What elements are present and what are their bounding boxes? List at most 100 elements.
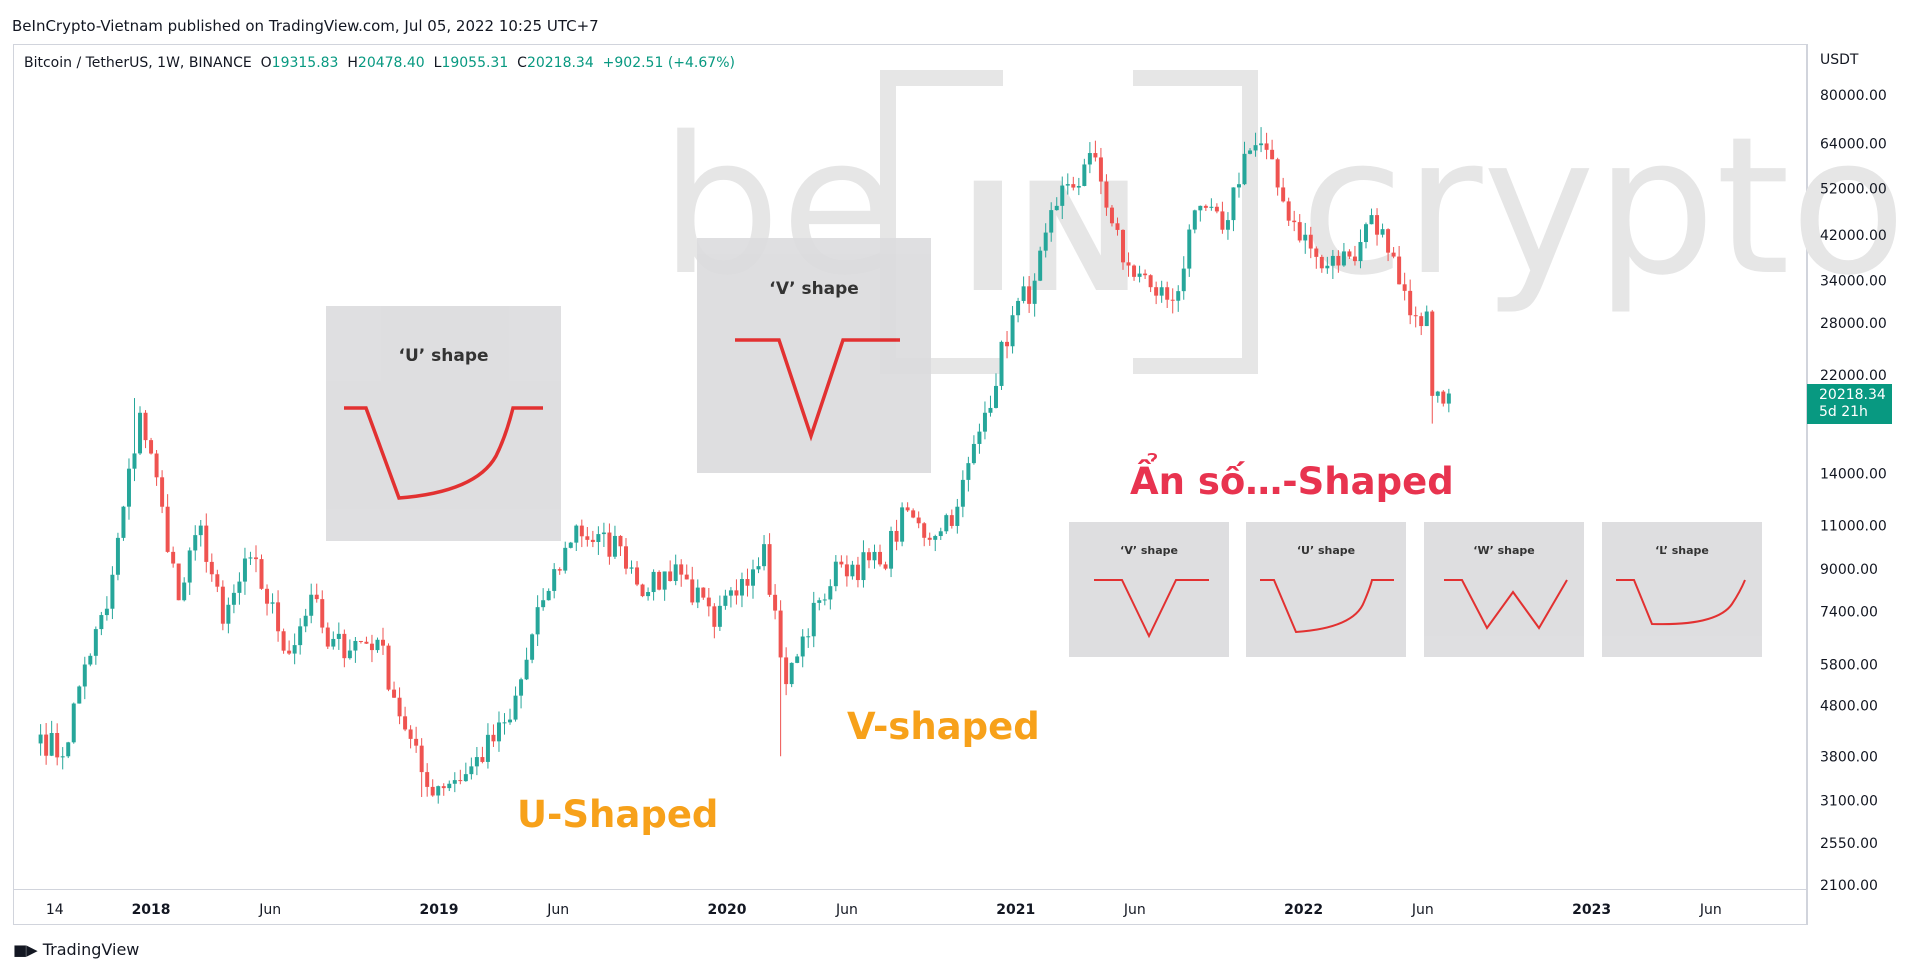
- candle-body: [303, 615, 308, 627]
- candle-body: [1076, 185, 1081, 188]
- y-tick-label: 3800.00: [1820, 749, 1878, 765]
- candle-body: [1027, 286, 1032, 304]
- candle-body: [397, 697, 402, 717]
- candle-body: [381, 639, 385, 646]
- unknown-shaped-label: Ẩn số…-Shaped: [1130, 460, 1454, 503]
- currency-label: USDT: [1820, 52, 1859, 68]
- candle-body: [325, 627, 330, 647]
- candle-body: [684, 574, 689, 580]
- x-tick-label: Jun: [546, 902, 569, 918]
- candle-body: [126, 468, 131, 507]
- small-v-curve: [1094, 579, 1209, 639]
- candle-body: [955, 506, 960, 526]
- candle-body: [441, 786, 446, 789]
- candle-body: [314, 594, 319, 600]
- candle-body: [1391, 252, 1396, 257]
- candle-body: [822, 599, 827, 601]
- symbol-label[interactable]: Bitcoin / TetherUS, 1W, BINANCE: [24, 55, 252, 71]
- candle-body: [287, 650, 292, 654]
- candle-body: [1143, 273, 1148, 276]
- candle-body: [480, 757, 485, 762]
- u-inset-title: ‘U’ shape: [398, 346, 489, 366]
- small-insets: ‘V’ shape ‘U’ shape ‘W’ shape ‘L’ shape: [1069, 522, 1762, 657]
- watermark-bracket-left: [880, 70, 1003, 374]
- candle-body: [104, 608, 109, 616]
- candle-body: [530, 634, 535, 660]
- candle-body: [474, 757, 479, 767]
- candle-body: [49, 733, 54, 756]
- candle-body: [795, 656, 800, 663]
- candle-body: [911, 510, 916, 518]
- candle-body: [469, 766, 474, 775]
- x-tick-label: Jun: [1411, 902, 1434, 918]
- x-tick-label: Jun: [1699, 902, 1722, 918]
- candle-body: [552, 569, 557, 591]
- candle-body: [138, 412, 143, 454]
- candle-body: [193, 535, 198, 551]
- candle-body: [386, 645, 391, 690]
- candle-body: [369, 643, 374, 651]
- u-shape-curve: [344, 406, 543, 500]
- candle-body: [1297, 222, 1302, 241]
- candle-body: [1386, 229, 1391, 253]
- candle-body: [353, 640, 358, 651]
- candle-body: [607, 532, 612, 557]
- candle-body: [1132, 265, 1137, 277]
- candle-body: [916, 517, 921, 524]
- x-tick-label: Jun: [258, 902, 281, 918]
- candle-body: [723, 595, 728, 606]
- candle-body: [496, 722, 501, 742]
- candle-body: [806, 636, 811, 638]
- candle-body: [1187, 229, 1192, 269]
- x-tick-label: 14: [46, 902, 64, 918]
- time-axis-separator: [13, 889, 1807, 890]
- candle-body: [447, 783, 452, 789]
- y-tick-label: 34000.00: [1820, 274, 1887, 290]
- candle-body: [1419, 316, 1424, 327]
- change-value: +902.51 (+4.67%): [602, 55, 735, 71]
- candle-body: [1242, 153, 1247, 185]
- candle-body: [657, 571, 662, 590]
- candle-body: [309, 594, 314, 616]
- candle-body: [1121, 229, 1125, 263]
- candle-body: [77, 686, 82, 704]
- candle-body: [259, 559, 264, 589]
- candle-body: [701, 587, 706, 598]
- candle-body: [425, 772, 430, 787]
- candle-body: [828, 586, 833, 600]
- candle-body: [281, 631, 286, 651]
- candle-body: [673, 564, 678, 582]
- x-tick-label: Jun: [1123, 902, 1146, 918]
- candle-body: [1170, 299, 1175, 301]
- candle-body: [679, 564, 684, 575]
- candle-body: [1181, 268, 1186, 292]
- candle-body: [1270, 149, 1275, 160]
- small-inset-w-title: ‘W’ shape: [1473, 544, 1535, 557]
- candle-body: [491, 734, 496, 742]
- tradingview-brand: TradingView: [42, 940, 140, 959]
- candle-body: [739, 579, 744, 596]
- candle-body: [154, 453, 159, 478]
- candle-body: [778, 610, 783, 658]
- candle-body: [1253, 145, 1258, 151]
- last-price-value: 20218.34: [1819, 387, 1886, 403]
- candle-body: [1203, 205, 1208, 208]
- candle-body: [1165, 287, 1170, 300]
- candle-body: [1308, 234, 1313, 249]
- candle-body: [198, 525, 203, 536]
- candle-body: [220, 586, 225, 624]
- candle-body: [1225, 220, 1230, 230]
- candle-body: [900, 507, 905, 542]
- candle-body: [833, 561, 838, 587]
- candle-body: [1402, 284, 1407, 291]
- tradingview-footer[interactable]: ■▶ TradingView: [13, 940, 139, 959]
- candle-body: [226, 604, 231, 624]
- candle-body: [1330, 255, 1335, 266]
- candle-body: [1054, 205, 1059, 211]
- candle-body: [171, 551, 176, 564]
- x-tick-label: 2020: [707, 902, 746, 918]
- small-inset-v-title: ‘V’ shape: [1119, 544, 1179, 557]
- small-inset-l: ‘L’ shape: [1602, 522, 1762, 657]
- small-inset-l-title: ‘L’ shape: [1655, 544, 1709, 557]
